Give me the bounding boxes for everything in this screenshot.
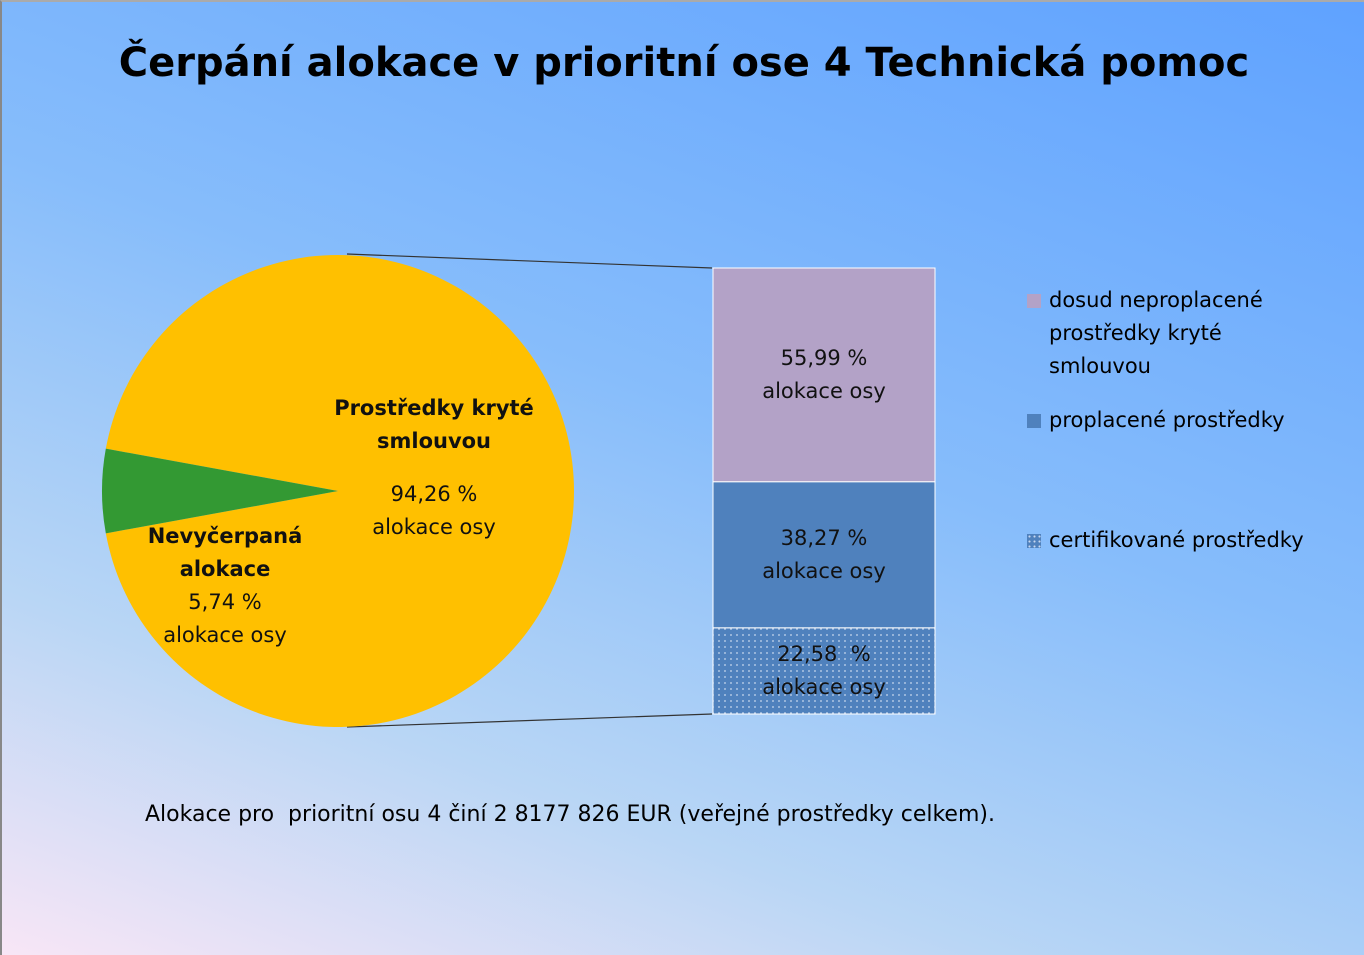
- legend-swatch: [1027, 534, 1041, 548]
- segment-value: 38,27 %: [780, 525, 868, 550]
- slice-name: Prostředky kryté smlouvou: [334, 396, 534, 453]
- bar-segment: [712, 627, 936, 715]
- slice-label: Nevyčerpaná alokace 5,74 % alokace osy: [115, 520, 335, 652]
- connector: [346, 253, 713, 269]
- legend-item: certifikované prostředky: [1027, 524, 1339, 557]
- note: Alokace pro prioritní osu 4 činí 2 8177 …: [145, 802, 995, 827]
- slice-unit: alokace osy: [163, 623, 287, 647]
- segment-label: 22,58 % alokace osy: [713, 638, 935, 704]
- segment-unit: alokace osy: [762, 674, 886, 699]
- pie-slice: [101, 448, 338, 534]
- legend-label: proplacené prostředky: [1049, 408, 1285, 432]
- segment-unit: alokace osy: [762, 558, 886, 583]
- segment-label: 38,27 % alokace osy: [713, 522, 935, 588]
- pie-slice: [105, 254, 575, 727]
- legend-item: dosud neproplacené prostředky kryté smlo…: [1027, 284, 1289, 383]
- slice-unit: alokace osy: [372, 515, 496, 539]
- legend-item: proplacené prostředky: [1027, 404, 1339, 437]
- chart-title: Čerpání alokace v prioritní ose 4 Techni…: [118, 40, 1250, 86]
- segment-label: 55,99 % alokace osy: [713, 342, 935, 408]
- spacer: [324, 458, 544, 478]
- slice-name: Nevyčerpaná alokace: [147, 524, 303, 581]
- segment-value: 55,99 %: [780, 345, 868, 370]
- bar-segment: [712, 267, 936, 483]
- slice-value: 5,74 %: [188, 590, 262, 614]
- legend-swatch: [1027, 294, 1041, 308]
- segment-value: 22,58 %: [777, 641, 871, 666]
- slice-label: Prostředky kryté smlouvou 94,26 % alokace …: [324, 392, 544, 544]
- connector: [346, 713, 713, 728]
- slice-value: 94,26 %: [390, 482, 478, 506]
- legend-label: dosud neproplacené prostředky kryté smlo…: [1049, 288, 1263, 378]
- bar-segment: [712, 481, 936, 629]
- legend-swatch: [1027, 414, 1041, 428]
- segment-unit: alokace osy: [762, 378, 886, 403]
- legend-label: certifikované prostředky: [1049, 528, 1304, 552]
